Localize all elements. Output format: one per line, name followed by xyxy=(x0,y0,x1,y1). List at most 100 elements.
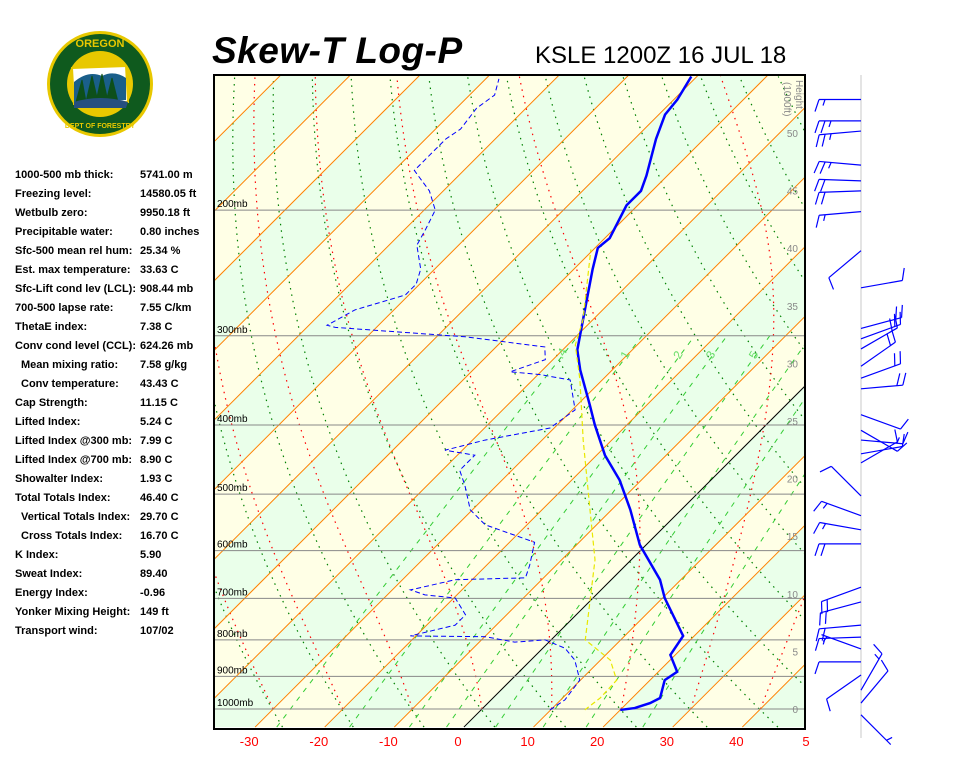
wind-barb-flag xyxy=(821,134,826,147)
wind-barb-flag xyxy=(813,500,823,512)
wind-barb-flag xyxy=(820,543,826,557)
stat-value: 7.99 C xyxy=(140,435,173,447)
isotherm-band xyxy=(882,64,960,727)
stat-value: 16.70 C xyxy=(140,530,179,542)
wind-barb-staff xyxy=(820,601,862,614)
stat-label: Showalter Index: xyxy=(15,473,104,485)
wind-barb-flag xyxy=(814,661,820,675)
height-tick-label: 25 xyxy=(787,417,799,428)
dry-adiabat xyxy=(895,77,960,728)
wind-barb-flag xyxy=(819,465,832,473)
wind-barb-flag xyxy=(902,431,909,444)
wind-barb xyxy=(814,178,862,192)
height-tick-label: 20 xyxy=(787,475,799,486)
wind-barb-flag xyxy=(880,659,889,672)
wind-barb-staff xyxy=(819,160,862,166)
wind-barb-half-flag xyxy=(828,120,832,128)
wind-barb-staff xyxy=(819,178,862,182)
stat-label: Lifted Index: xyxy=(15,416,81,428)
height-tick-label: 10 xyxy=(787,590,799,601)
stat-label: Wetbulb zero: xyxy=(15,207,88,219)
dry-adiabat xyxy=(856,77,960,728)
wind-barb xyxy=(826,674,862,712)
isotherm-line xyxy=(0,64,222,727)
wind-barb-half-flag xyxy=(874,653,880,660)
pressure-label: 800mb xyxy=(217,629,248,640)
pressure-label: 1000mb xyxy=(217,698,254,709)
zero-isotherm xyxy=(463,385,805,728)
isotherm-line xyxy=(214,75,421,282)
stat-value: 43.43 C xyxy=(140,378,179,390)
wind-barb-flag xyxy=(820,120,826,134)
wind-barb-flag xyxy=(814,638,820,651)
wind-barb-flag xyxy=(820,191,826,205)
stat-label: Transport wind: xyxy=(15,625,98,637)
x-tick-label: 0 xyxy=(454,734,461,749)
wind-barb-half-flag xyxy=(822,636,828,643)
wind-barb-flag xyxy=(813,161,820,174)
wind-barb xyxy=(813,521,862,534)
wind-barb-staff xyxy=(860,341,896,367)
wind-barb-flag xyxy=(824,611,827,624)
stat-label: K Index: xyxy=(15,549,59,561)
stat-label: Conv temperature: xyxy=(21,378,119,390)
wind-barb-staff xyxy=(860,279,903,289)
wind-barb xyxy=(860,315,898,350)
wind-barb-flag xyxy=(815,215,820,228)
plot-border xyxy=(213,74,806,730)
wind-barb-flag xyxy=(896,373,901,386)
wind-barb xyxy=(814,190,862,205)
mixing-ratio-line xyxy=(276,335,579,728)
isotherm-band xyxy=(214,75,805,699)
wind-barb-half-flag xyxy=(823,214,826,222)
wind-barb-flag xyxy=(828,277,835,290)
height-tick-label: 45 xyxy=(787,187,799,198)
wind-barb xyxy=(860,372,907,390)
wind-barb xyxy=(860,643,883,691)
wind-barb-flag xyxy=(820,179,826,192)
x-tick-label: -30 xyxy=(240,734,259,749)
wind-barb-flag xyxy=(815,628,820,642)
wind-barb xyxy=(813,160,862,174)
moist-adiabat xyxy=(759,593,805,710)
stat-value: 46.40 C xyxy=(140,492,179,504)
height-tick-label: 40 xyxy=(787,244,799,255)
wind-barb xyxy=(860,351,902,379)
wind-barb-flag xyxy=(894,315,898,329)
stat-label: Yonker Mixing Height: xyxy=(15,606,131,618)
dry-adiabat xyxy=(934,77,960,728)
moist-adiabat xyxy=(253,75,413,710)
wind-barb-staff xyxy=(860,714,892,745)
stat-value: 7.58 g/kg xyxy=(140,359,188,371)
wind-barb-staff xyxy=(821,586,862,603)
grid-lines xyxy=(0,64,960,728)
x-tick-label: 40 xyxy=(729,734,743,749)
stat-value: 7.38 C xyxy=(140,321,173,333)
wind-barb-flag xyxy=(902,372,907,386)
wind-barb-staff xyxy=(860,441,898,464)
wind-barb-half-flag xyxy=(886,736,893,741)
stat-label: 700-500 lapse rate: xyxy=(15,302,114,314)
dry-adiabat xyxy=(817,77,960,728)
stat-label: Lifted Index @700 mb: xyxy=(15,454,133,466)
x-tick-label: 10 xyxy=(520,734,534,749)
wind-barb-flag xyxy=(814,192,820,205)
wind-barb-flag xyxy=(886,333,892,346)
mixing-ratio-line xyxy=(409,335,696,728)
dry-adiabat xyxy=(214,397,354,728)
dry-adiabat xyxy=(232,76,425,728)
wind-barb-flag xyxy=(813,522,821,534)
stat-label: Cap Strength: xyxy=(15,397,88,409)
stat-value: 89.40 xyxy=(140,568,168,580)
height-tick-label: 0 xyxy=(792,705,798,716)
wind-barb-flag xyxy=(901,433,905,447)
wind-barb-staff xyxy=(860,363,901,379)
mixing-ratio-line xyxy=(585,397,805,728)
wind-barb xyxy=(815,130,862,148)
wind-barb xyxy=(860,429,898,464)
wind-barb xyxy=(815,211,862,228)
stat-value: 624.26 mb xyxy=(140,340,194,352)
wind-barb-flag xyxy=(826,698,831,712)
pressure-label: 600mb xyxy=(217,540,248,551)
stat-value: 25.34 % xyxy=(140,245,181,257)
